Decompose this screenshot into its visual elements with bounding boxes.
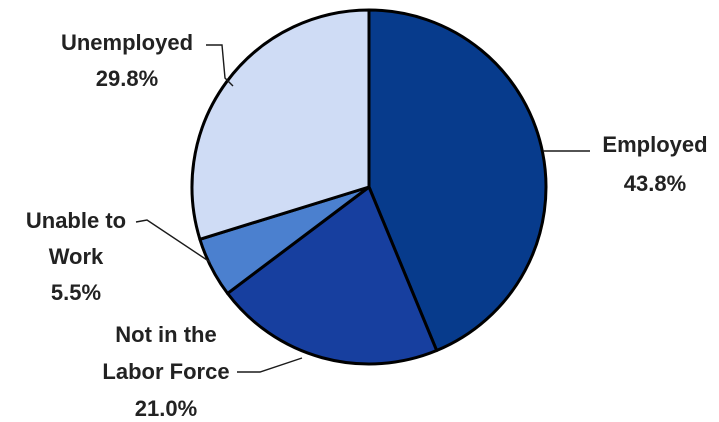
leader-line-unemployed xyxy=(206,44,234,87)
leader-line-not-in-the-labor-force xyxy=(237,357,303,373)
slice-value-unable-to-work: 5.5% xyxy=(51,280,101,305)
slice-value-employed: 43.8% xyxy=(624,171,686,196)
slice-label-not-in-the-labor-force-line-1: Not in the xyxy=(115,322,216,347)
pie-slices xyxy=(190,8,548,366)
slice-value-not-in-the-labor-force: 21.0% xyxy=(135,396,197,421)
leader-lines xyxy=(135,44,590,373)
slice-label-employed-line-1: Employed xyxy=(602,132,707,157)
slice-value-unemployed: 29.8% xyxy=(96,66,158,91)
slice-label-unable-to-work-line-1: Unable to xyxy=(26,208,126,233)
slice-labels: Employed 43.8% Not in the Labor Force 21.0% U… xyxy=(26,30,708,421)
slice-label-unemployed-line-1: Unemployed xyxy=(61,30,193,55)
pie-slice-employed xyxy=(367,8,548,353)
slice-label-unable-to-work-line-2: Work xyxy=(49,244,104,269)
pie-slice-unemployed xyxy=(190,8,371,241)
slice-label-not-in-the-labor-force-line-2: Labor Force xyxy=(102,359,229,384)
pie-slice-not-in-the-labor-force xyxy=(226,185,439,366)
leader-line-unable-to-work xyxy=(135,219,211,263)
